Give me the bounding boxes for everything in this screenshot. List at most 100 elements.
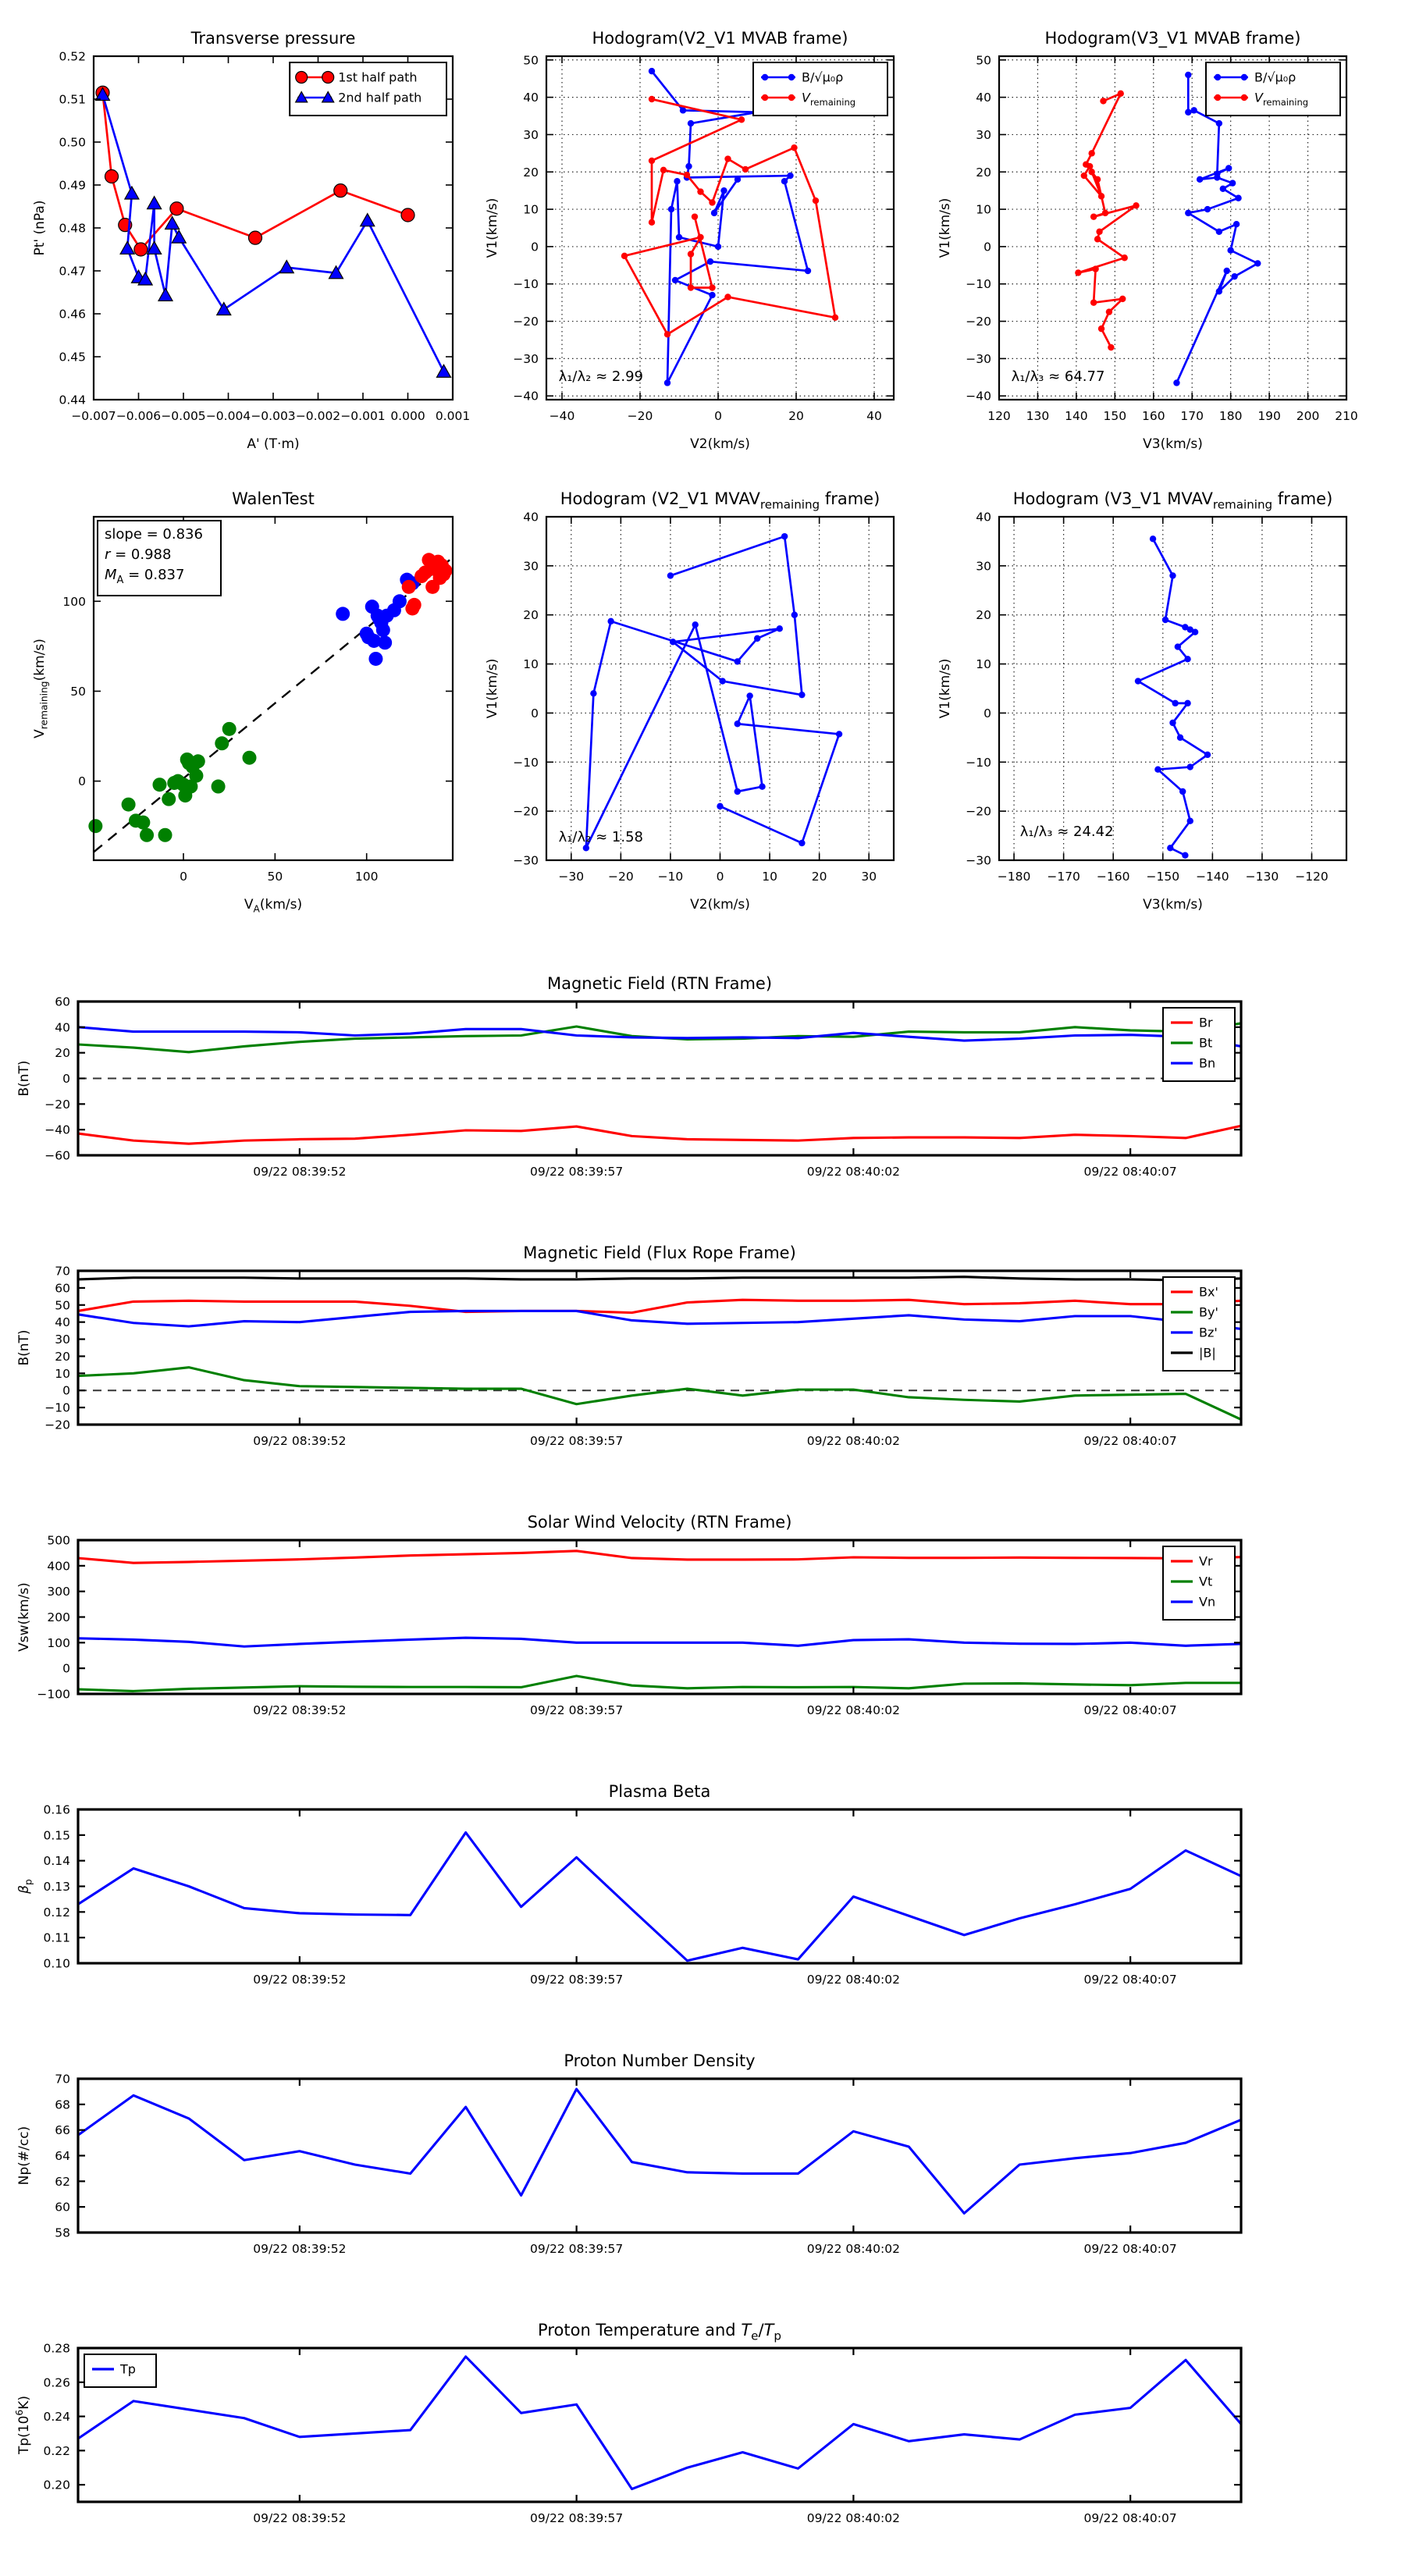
marker-dot	[1108, 343, 1115, 351]
y-tick-label: 400	[47, 1559, 70, 1573]
y-tick-label: 0.10	[43, 1957, 70, 1971]
series-line-1st half path	[101, 92, 408, 251]
marker-dot	[835, 731, 843, 738]
x-tick-label: −20	[628, 409, 653, 423]
marker-circle	[104, 169, 119, 184]
y-tick-label: 0	[62, 1662, 70, 1676]
legend-label: Vn	[1199, 1595, 1215, 1610]
marker-dot	[1215, 119, 1223, 127]
y-tick-label: 500	[47, 1534, 70, 1548]
stats-box: slope = 0.836 r = 0.988 MA = 0.837	[97, 520, 222, 596]
marker-dot	[590, 690, 597, 697]
series-line-Vt	[77, 1674, 1241, 1692]
x-tick-label: 09/22 08:39:52	[253, 2242, 346, 2256]
marker-dot	[746, 692, 753, 699]
y-tick-label: −60	[44, 1149, 70, 1163]
y-tick-label: 40	[55, 1315, 70, 1329]
marker-dot	[607, 617, 614, 625]
marker-dot	[1191, 628, 1199, 635]
legend: B/√μ₀ρ Vremaining	[1205, 62, 1341, 116]
y-tick-label: 100	[62, 595, 86, 609]
marker-dot	[781, 178, 788, 185]
y-axis-label: B(nT)	[16, 1329, 32, 1365]
marker-dot	[812, 197, 820, 205]
series-line-Bn	[77, 1026, 1242, 1048]
plot-title: Transverse pressure	[190, 29, 356, 48]
x-tick-label: −0.002	[296, 409, 340, 423]
marker-dot	[742, 165, 749, 173]
marker-dot	[724, 155, 731, 162]
marker-dot	[1134, 678, 1142, 685]
y-axis-label: Np(#/cc)	[16, 2126, 32, 2185]
annotation-eigenvalue-ratio: λ₁/λ₂ ≈ 1.58	[559, 829, 643, 845]
axes-frame	[92, 515, 454, 862]
marker-dot	[1235, 194, 1242, 201]
x-tick-label: 09/22 08:39:52	[253, 2511, 346, 2525]
plot-hodogram-v3v1-mvab: 120 130 140 150 160 170 180 190 200 210 −40 −30 −20−…	[921, 8, 1405, 492]
legend: Bx' By' Bz' |B|	[1162, 1276, 1236, 1372]
marker-dot	[1101, 209, 1109, 217]
y-tick-label: 70	[55, 1265, 70, 1279]
marker-dot	[683, 171, 691, 179]
scatter-point-first-interval	[140, 827, 155, 842]
marker-dot	[1117, 90, 1124, 98]
x-tick-label: −0.004	[206, 409, 251, 423]
y-axis-label: V1(km/s)	[937, 659, 953, 719]
y-tick-label: −20	[513, 805, 539, 819]
marker-dot	[648, 67, 656, 75]
scatter-point-first-interval	[222, 721, 237, 736]
legend-label: By'	[1199, 1305, 1218, 1320]
y-axis-label: Vsw(km/s)	[16, 1582, 32, 1652]
marker-dot	[1185, 71, 1192, 79]
marker-dot	[582, 845, 590, 852]
marker-dot	[1229, 180, 1236, 187]
marker-dot	[669, 639, 677, 646]
x-tick-label: 09/22 08:40:07	[1084, 2511, 1177, 2525]
marker-triangle	[123, 185, 140, 200]
y-tick-label: −10	[513, 756, 539, 770]
marker-dot	[720, 187, 727, 194]
y-tick-label: 20	[55, 1350, 70, 1364]
y-tick-label: 20	[55, 1046, 70, 1060]
x-tick-label: 200	[1297, 409, 1320, 423]
axes-frame	[76, 2347, 1243, 2503]
axes-frame	[76, 2077, 1243, 2234]
chart-mag-fluxrope: 09/22 08:39:52 09/22 08:39:57 09/22 08:40:…	[16, 1244, 1243, 1448]
x-tick-label: 20	[788, 409, 804, 423]
x-tick-label: 09/22 08:39:52	[253, 1434, 346, 1448]
scatter-point-middle-interval	[368, 651, 383, 666]
marker-dot	[1232, 221, 1240, 228]
annotation-eigenvalue-ratio: λ₁/λ₃ ≈ 64.77	[1012, 368, 1105, 385]
marker-dot	[734, 720, 741, 728]
y-axis-label: B(nT)	[16, 1060, 32, 1096]
chart-proton-density: 09/22 08:39:52 09/22 08:39:57 09/22 08:40:…	[16, 2051, 1243, 2256]
y-tick-label: 0.51	[59, 93, 86, 107]
marker-dot	[719, 678, 726, 685]
plot-title: Hodogram (V2_V1 MVAVremaining frame)	[560, 489, 880, 512]
marker-dot	[648, 95, 656, 103]
marker-dot	[1096, 228, 1103, 235]
marker-dot	[1097, 193, 1105, 200]
y-tick-label: −20	[966, 805, 991, 819]
marker-dot	[1204, 205, 1211, 213]
y-axis-label: Pt' (nPa)	[32, 201, 48, 256]
plot-title: Magnetic Field (RTN Frame)	[547, 974, 772, 993]
y-tick-label: 0	[984, 240, 991, 254]
marker-dot	[1214, 94, 1222, 101]
marker-dot	[1190, 107, 1197, 114]
x-tick-label: 09/22 08:40:07	[1084, 1434, 1177, 1448]
marker-dot	[1214, 174, 1221, 181]
legend: Br Bt Bn	[1162, 1007, 1236, 1082]
scatter-point-first-interval	[183, 779, 198, 794]
scatter-point-last-interval	[401, 579, 416, 594]
axes-frame	[76, 1269, 1243, 1426]
x-tick-label: 09/22 08:40:07	[1084, 1973, 1177, 1987]
plot-title: Hodogram(V3_V1 MVAB frame)	[1045, 29, 1301, 48]
y-tick-label: 0.16	[43, 1803, 70, 1817]
marker-dot	[1172, 699, 1179, 707]
y-tick-label: 50	[976, 53, 991, 67]
chart-hodogram-v2v1-mvav: −30 −20 −10 0 10 20 30 −30 −20 −10 0 10 20 30 40 Hodogr…	[485, 489, 895, 913]
x-tick-label: −170	[1047, 870, 1080, 884]
scatter-point-middle-interval	[375, 623, 390, 638]
marker-dot	[1182, 624, 1189, 631]
